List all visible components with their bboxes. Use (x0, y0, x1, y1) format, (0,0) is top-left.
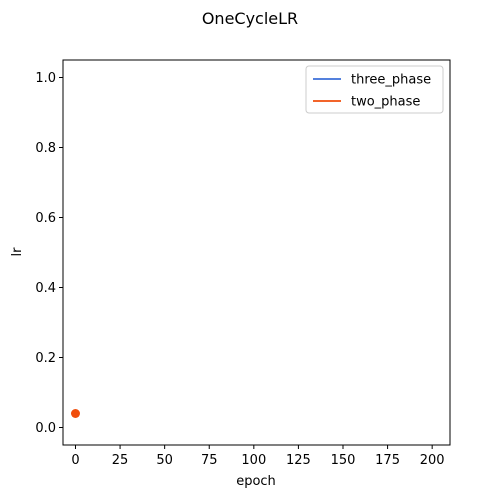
x-tick-label: 50 (156, 453, 173, 468)
chart-title: OneCycleLR (202, 9, 298, 28)
y-tick-label: 0.4 (35, 281, 56, 296)
x-axis-label: epoch (236, 474, 276, 489)
plot-area (62, 59, 451, 446)
x-tick-label: 175 (375, 453, 400, 468)
x-tick-label: 0 (71, 453, 79, 468)
x-tick-label: 25 (112, 453, 129, 468)
y-tick-label: 0.2 (35, 351, 56, 366)
x-tick-label: 125 (286, 453, 311, 468)
y-tick-label: 0.8 (35, 141, 56, 156)
series-layer (70, 409, 80, 418)
legend: three_phase two_phase (305, 65, 444, 114)
legend-label-three-phase: three_phase (351, 73, 431, 88)
x-tick-label: 200 (420, 453, 445, 468)
y-tick-label: 1.0 (35, 71, 56, 86)
current-point-marker (70, 409, 80, 418)
y-tick-label: 0.0 (35, 421, 56, 436)
x-axis: 0 25 50 75 100 125 150 175 200 (71, 445, 445, 468)
y-axis-label: lr (10, 247, 25, 257)
x-tick-label: 75 (201, 453, 218, 468)
x-tick-label: 100 (241, 453, 266, 468)
y-tick-label: 0.6 (35, 211, 56, 226)
legend-label-two-phase: two_phase (351, 95, 420, 110)
x-tick-label: 150 (331, 453, 356, 468)
y-axis: 0.0 0.2 0.4 0.6 0.8 1.0 (35, 71, 63, 436)
